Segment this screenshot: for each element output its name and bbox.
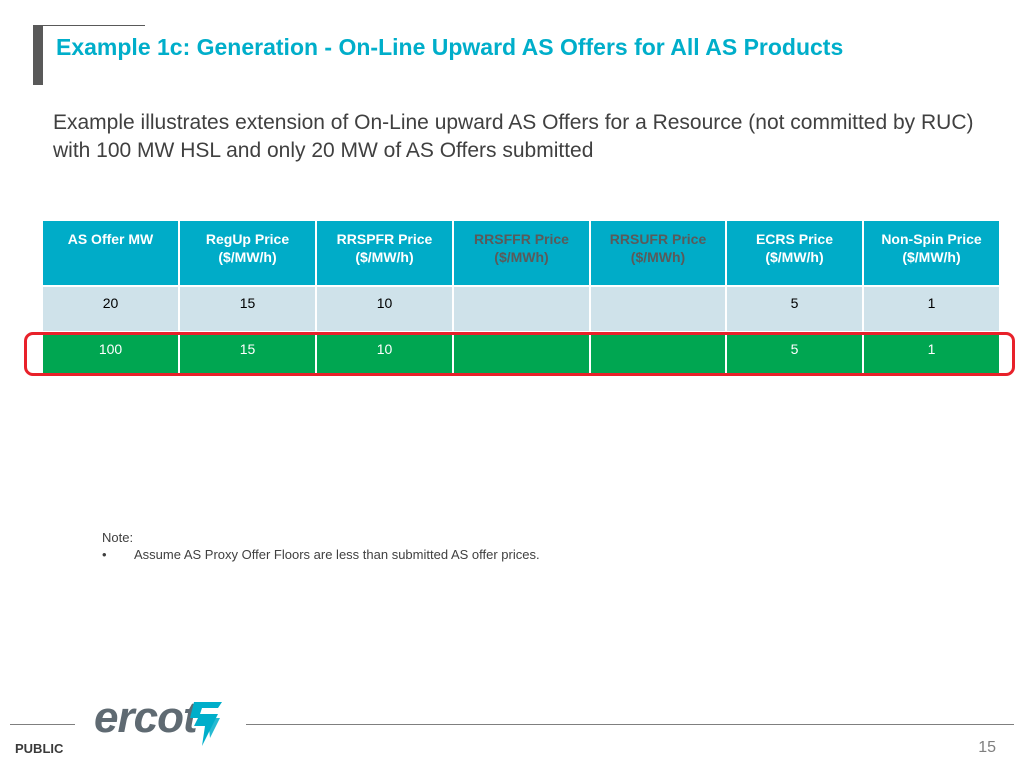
header-rrsufr-price: RRSUFR Price ($/MWh): [589, 219, 727, 287]
header-ecrs-price: ECRS Price ($/MW/h): [725, 219, 864, 287]
note-text: Assume AS Proxy Offer Floors are less th…: [134, 547, 540, 562]
table-cell: 10: [315, 331, 454, 375]
footer-divider-right: [246, 724, 1014, 725]
table-cell: 20: [41, 285, 180, 333]
note-bullet: •: [102, 547, 107, 562]
slide-title: Example 1c: Generation - On-Line Upward …: [56, 34, 844, 60]
table-cell: 100: [41, 331, 180, 375]
table-cell: 10: [315, 285, 454, 333]
title-accent-bar: [33, 25, 43, 85]
table-cell: 1: [862, 331, 1001, 375]
page-number: 15: [978, 739, 996, 756]
table-cell: 15: [178, 331, 317, 375]
table-cell: 5: [725, 331, 864, 375]
ercot-logo: ercot: [94, 693, 198, 742]
table-cell: [452, 331, 591, 375]
table-header-row: AS Offer MW RegUp Price ($/MW/h) RRSPFR P…: [41, 219, 1001, 287]
table-cell: 15: [178, 285, 317, 333]
table-row-highlighted: 100 15 10 5 1: [41, 331, 1001, 375]
header-as-offer-mw: AS Offer MW: [41, 219, 180, 287]
table-cell: [452, 285, 591, 333]
table-row: 20 15 10 5 1: [41, 285, 1001, 333]
footer-divider-left: [10, 724, 75, 725]
table-cell: [589, 331, 727, 375]
header-rrsffr-price: RRSFFR Price ($/MWh): [452, 219, 591, 287]
header-nonspin-price: Non-Spin Price ($/MW/h): [862, 219, 1001, 287]
note-label: Note:: [102, 530, 134, 545]
title-accent-rule: [43, 25, 145, 26]
table-cell: 5: [725, 285, 864, 333]
table-cell: 1: [862, 285, 1001, 333]
as-offer-table: AS Offer MW RegUp Price ($/MW/h) RRSPFR P…: [41, 219, 1001, 375]
classification-label: PUBLIC: [15, 741, 64, 756]
intro-text: Example illustrates extension of On-Line…: [53, 111, 974, 162]
header-rrspfr-price: RRSPFR Price ($/MW/h): [315, 219, 454, 287]
table-cell: [589, 285, 727, 333]
ercot-bolt-icon: [190, 702, 222, 746]
header-regup-price: RegUp Price ($/MW/h): [178, 219, 317, 287]
